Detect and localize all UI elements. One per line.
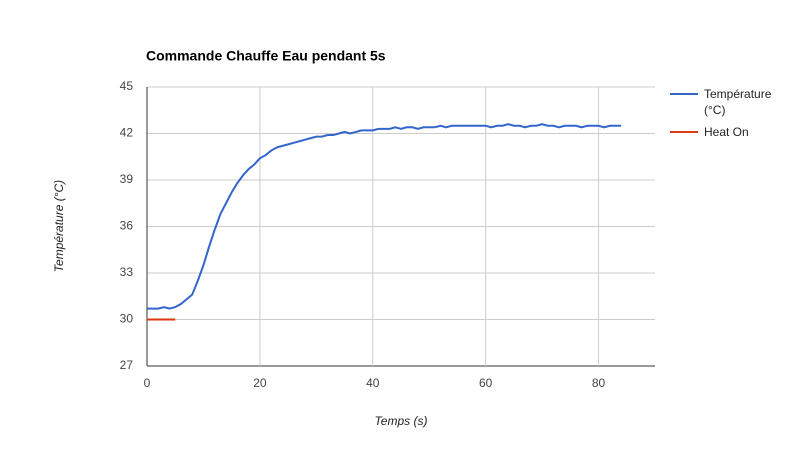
y-tick-label: 45 xyxy=(120,79,134,93)
series-line xyxy=(147,123,622,310)
y-tick-label: 42 xyxy=(120,126,134,140)
y-tick-label: 36 xyxy=(120,219,134,233)
legend-swatch xyxy=(670,131,698,133)
x-tick-label: 0 xyxy=(144,376,151,390)
legend-label: Température (°C) xyxy=(704,87,772,117)
x-tick-label: 80 xyxy=(592,376,606,390)
legend-item: Température (°C) xyxy=(670,86,771,118)
y-tick-label: 33 xyxy=(120,265,134,279)
y-tick-label: 30 xyxy=(120,312,134,326)
x-tick-label: 20 xyxy=(253,376,267,390)
legend-label: Heat On xyxy=(704,125,749,139)
legend: Température (°C) Heat On xyxy=(670,86,780,146)
x-tick-label: 60 xyxy=(479,376,493,390)
legend-swatch xyxy=(670,93,698,95)
y-axis-title: Température (°C) xyxy=(52,180,66,272)
legend-item: Heat On xyxy=(670,124,762,140)
y-tick-label: 39 xyxy=(120,172,134,186)
x-axis-title: Temps (s) xyxy=(375,414,428,428)
y-tick-label: 27 xyxy=(120,358,134,372)
x-tick-label: 40 xyxy=(366,376,380,390)
chart-title: Commande Chauffe Eau pendant 5s xyxy=(146,48,386,64)
